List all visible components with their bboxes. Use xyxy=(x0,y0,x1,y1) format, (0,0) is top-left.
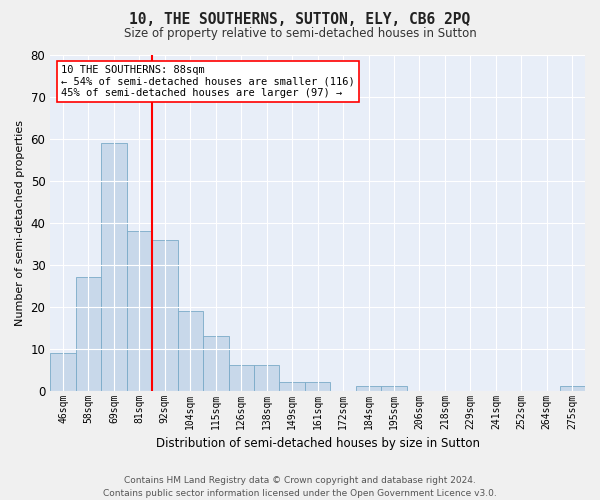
Bar xyxy=(560,386,585,390)
Bar xyxy=(356,386,382,390)
Bar xyxy=(254,366,280,390)
Bar xyxy=(76,278,101,390)
Text: Contains HM Land Registry data © Crown copyright and database right 2024.
Contai: Contains HM Land Registry data © Crown c… xyxy=(103,476,497,498)
Bar xyxy=(127,231,152,390)
Bar xyxy=(229,366,254,390)
Bar xyxy=(50,353,76,391)
Bar xyxy=(280,382,305,390)
Bar xyxy=(203,336,229,390)
Text: 10, THE SOUTHERNS, SUTTON, ELY, CB6 2PQ: 10, THE SOUTHERNS, SUTTON, ELY, CB6 2PQ xyxy=(130,12,470,28)
Text: 10 THE SOUTHERNS: 88sqm
← 54% of semi-detached houses are smaller (116)
45% of s: 10 THE SOUTHERNS: 88sqm ← 54% of semi-de… xyxy=(61,65,355,98)
Bar xyxy=(382,386,407,390)
Bar xyxy=(178,311,203,390)
Y-axis label: Number of semi-detached properties: Number of semi-detached properties xyxy=(15,120,25,326)
Text: Size of property relative to semi-detached houses in Sutton: Size of property relative to semi-detach… xyxy=(124,28,476,40)
Bar xyxy=(305,382,331,390)
Bar xyxy=(101,143,127,390)
Bar xyxy=(152,240,178,390)
X-axis label: Distribution of semi-detached houses by size in Sutton: Distribution of semi-detached houses by … xyxy=(155,437,479,450)
